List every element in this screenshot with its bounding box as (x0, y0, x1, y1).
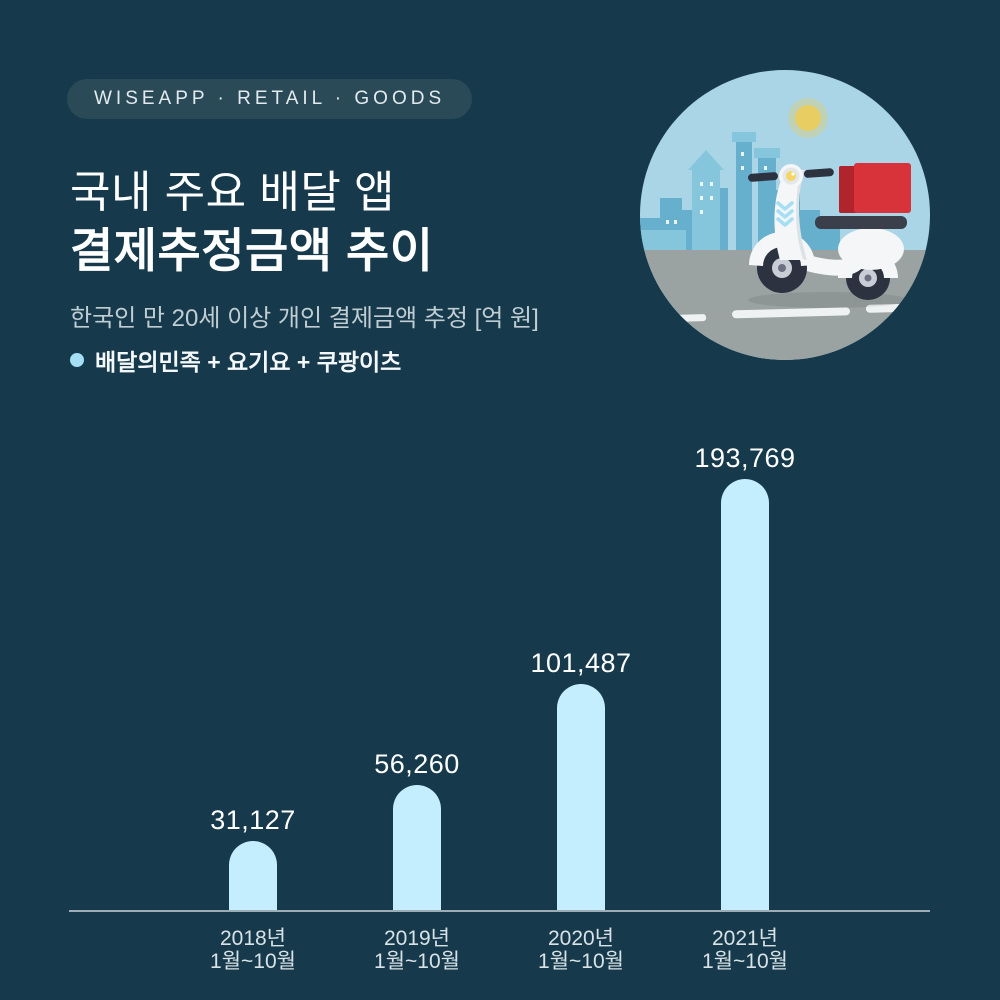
bar (229, 841, 277, 910)
bar-axis-label: 2019년 1월~10월 (374, 927, 460, 973)
sun-icon (795, 105, 821, 131)
bar (721, 479, 769, 910)
building-windows (666, 152, 767, 224)
scooter (748, 163, 911, 308)
brand-badge: WISEAPP · RETAIL · GOODS (67, 79, 473, 119)
delivery-box (839, 163, 911, 213)
handlebar (748, 168, 834, 182)
bar-value-label: 101,487 (530, 648, 632, 678)
bar-axis-label: 2020년 1월~10월 (538, 927, 624, 973)
city-skyline-front (640, 132, 780, 252)
seat (815, 216, 907, 229)
page-title-line2: 결제추정금액 추이 (70, 224, 434, 277)
delivery-scooter-illustration (640, 70, 930, 360)
bar-axis-label: 2021년 1월~10월 (702, 927, 788, 973)
legend-dot-icon (70, 353, 84, 367)
chevron-marks (776, 201, 794, 227)
page-title-line1: 국내 주요 배달 앱 (70, 168, 396, 217)
bar-value-label: 31,127 (210, 805, 296, 835)
legend-label: 배달의민족 + 요기요 + 쿠팡이츠 (95, 349, 402, 375)
bar (393, 785, 441, 910)
chart-legend: 배달의민족 + 요기요 + 쿠팡이츠 (70, 348, 401, 375)
brand-badge-label: WISEAPP · RETAIL · GOODS (94, 88, 446, 109)
bar-value-label: 193,769 (694, 443, 796, 473)
bar-axis-label: 2018년 1월~10월 (210, 927, 296, 973)
x-axis-line (69, 910, 930, 912)
chart-subtitle: 한국인 만 20세 이상 개인 결제금액 추정 [억 원] (70, 305, 539, 332)
bar-value-label: 56,260 (374, 749, 460, 779)
bar (557, 684, 605, 910)
